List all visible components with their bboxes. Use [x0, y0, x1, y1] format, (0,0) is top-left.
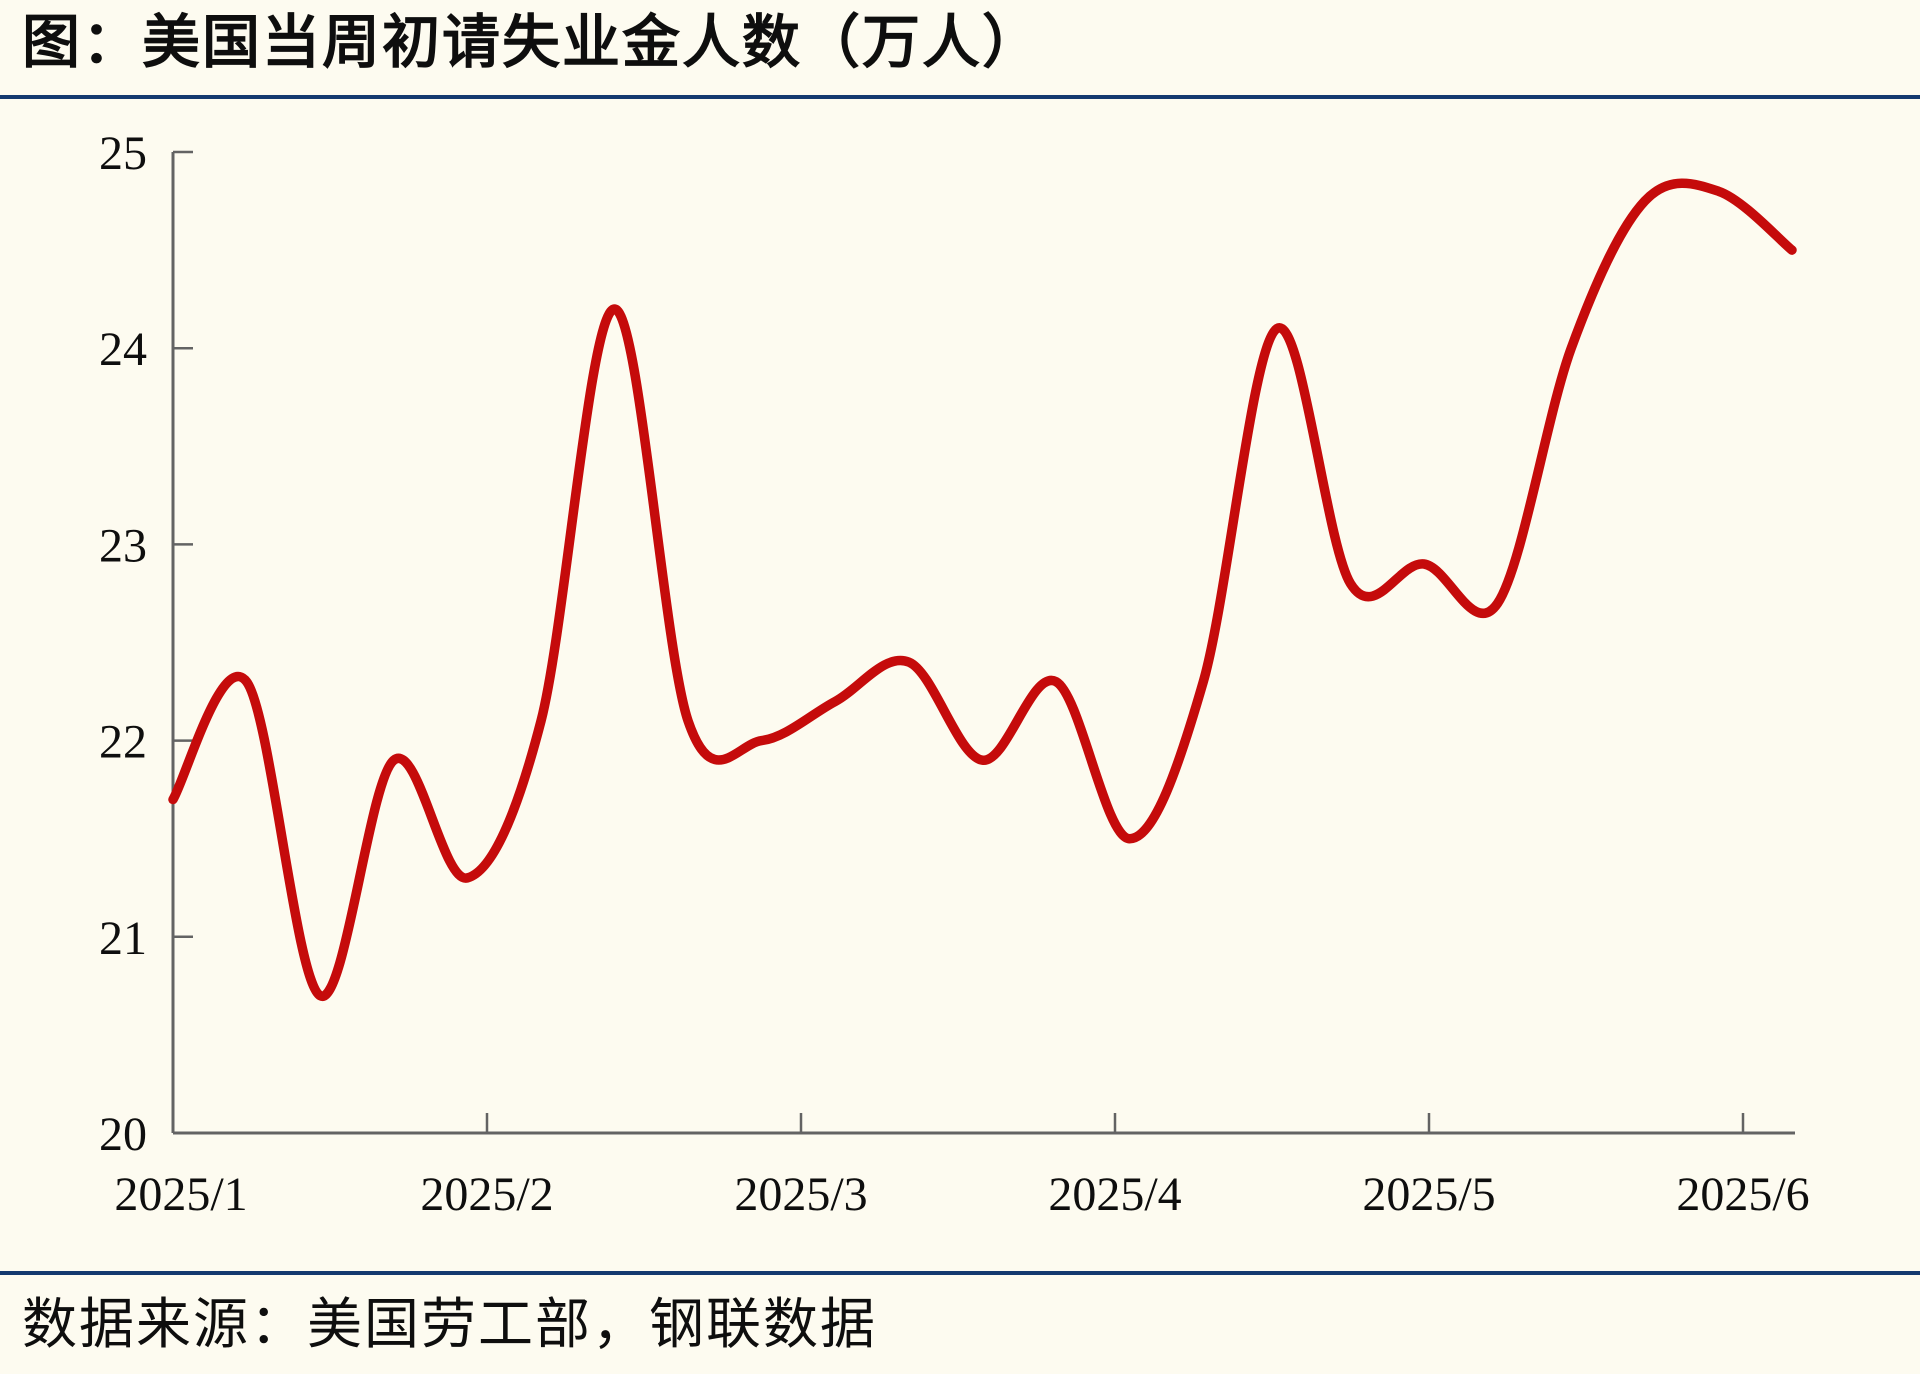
x-tick-label: 2025/2 — [420, 1168, 553, 1221]
y-tick-label: 23 — [99, 519, 147, 572]
x-tick-label: 2025/3 — [734, 1168, 867, 1221]
x-tick-label: 2025/1 — [114, 1168, 247, 1221]
bottom-separator-line — [0, 1271, 1920, 1275]
y-tick-label: 24 — [99, 323, 147, 376]
y-tick-label: 20 — [99, 1108, 147, 1161]
claims-line-series — [168, 178, 1797, 1001]
y-tick-label: 21 — [99, 912, 147, 965]
source-note: 数据来源：美国劳工部，钢联数据 — [22, 1294, 878, 1355]
y-tick-label: 22 — [99, 716, 147, 769]
x-tick-label: 2025/5 — [1362, 1168, 1495, 1221]
x-tick-label: 2025/6 — [1676, 1168, 1809, 1221]
y-tick-label: 25 — [99, 127, 147, 180]
chart-title: 图：美国当周初请失业金人数（万人） — [22, 10, 1043, 75]
x-tick-label: 2025/4 — [1048, 1168, 1181, 1221]
top-separator-line — [0, 95, 1920, 99]
